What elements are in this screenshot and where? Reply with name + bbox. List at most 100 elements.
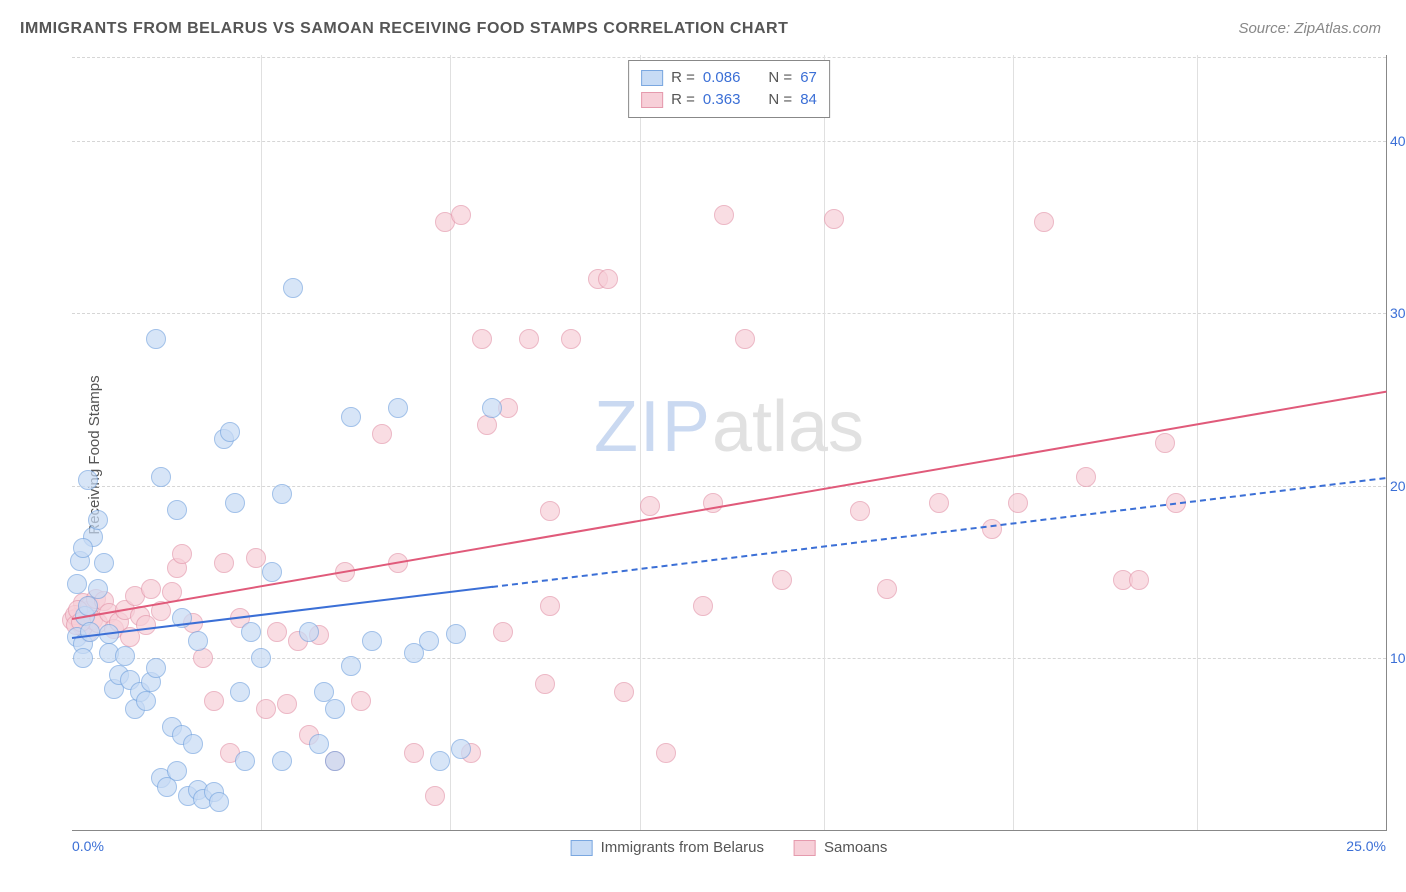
x-tick-label: 25.0% (1346, 838, 1386, 854)
legend-r-value: 0.086 (703, 67, 741, 89)
scatter-point (482, 398, 502, 418)
scatter-point (151, 467, 171, 487)
scatter-point (693, 596, 713, 616)
scatter-point (277, 694, 297, 714)
scatter-point (235, 751, 255, 771)
scatter-point (451, 739, 471, 759)
grid-line-h (72, 486, 1386, 487)
scatter-point (493, 622, 513, 642)
scatter-point (929, 493, 949, 513)
scatter-point (419, 631, 439, 651)
legend-top-row: R = 0.363 N = 84 (641, 89, 817, 111)
scatter-point (241, 622, 261, 642)
scatter-point (477, 415, 497, 435)
scatter-point (561, 329, 581, 349)
scatter-point (614, 682, 634, 702)
scatter-point (172, 544, 192, 564)
scatter-point (325, 751, 345, 771)
scatter-point (1076, 467, 1096, 487)
regression-line (72, 391, 1386, 620)
scatter-point (80, 622, 100, 642)
legend-n-label: N = (768, 67, 792, 89)
scatter-point (982, 519, 1002, 539)
scatter-point (540, 501, 560, 521)
scatter-point (209, 792, 229, 812)
scatter-point (735, 329, 755, 349)
scatter-point (341, 407, 361, 427)
scatter-point (262, 562, 282, 582)
grid-line-v (1197, 55, 1198, 830)
legend-top: R = 0.086 N = 67R = 0.363 N = 84 (628, 60, 830, 118)
scatter-point (146, 658, 166, 678)
scatter-point (88, 510, 108, 530)
legend-series-label: Immigrants from Belarus (601, 839, 764, 856)
y-tick-label: 20.0% (1390, 478, 1406, 494)
legend-r-value: 0.363 (703, 89, 741, 111)
y-tick-label: 10.0% (1390, 650, 1406, 666)
scatter-point (78, 470, 98, 490)
scatter-point (272, 751, 292, 771)
chart-source: Source: ZipAtlas.com (1238, 20, 1381, 37)
scatter-point (1008, 493, 1028, 513)
legend-bottom-item: Immigrants from Belarus (571, 839, 764, 856)
scatter-point (188, 631, 208, 651)
scatter-point (267, 622, 287, 642)
grid-line-v (640, 55, 641, 830)
legend-n-value: 84 (800, 89, 817, 111)
scatter-point (193, 648, 213, 668)
scatter-point (656, 743, 676, 763)
legend-bottom-item: Samoans (794, 839, 887, 856)
scatter-point (325, 699, 345, 719)
scatter-point (283, 278, 303, 298)
scatter-point (404, 743, 424, 763)
scatter-point (204, 691, 224, 711)
scatter-point (519, 329, 539, 349)
scatter-point (167, 761, 187, 781)
scatter-point (183, 734, 203, 754)
scatter-point (146, 329, 166, 349)
legend-r-label: R = (671, 89, 695, 111)
scatter-point (73, 648, 93, 668)
scatter-point (115, 646, 135, 666)
scatter-point (451, 205, 471, 225)
legend-n-value: 67 (800, 67, 817, 89)
grid-line-h (72, 313, 1386, 314)
plot-region: ZIPatlas R =0.086N =67R =0.363N =84 Immi… (72, 55, 1387, 831)
scatter-point (425, 786, 445, 806)
scatter-point (251, 648, 271, 668)
scatter-point (540, 596, 560, 616)
scatter-point (73, 538, 93, 558)
scatter-point (225, 493, 245, 513)
grid-line-h (72, 57, 1386, 58)
scatter-point (362, 631, 382, 651)
chart-area: Receiving Food Stamps ZIPatlas R =0.086N… (50, 55, 1386, 855)
legend-swatch (794, 840, 816, 856)
legend-swatch (571, 840, 593, 856)
grid-line-h (72, 141, 1386, 142)
scatter-point (167, 500, 187, 520)
scatter-point (472, 329, 492, 349)
scatter-point (640, 496, 660, 516)
legend-swatch (641, 92, 663, 108)
scatter-point (299, 622, 319, 642)
scatter-point (598, 269, 618, 289)
grid-line-v (1013, 55, 1014, 830)
scatter-point (67, 574, 87, 594)
grid-line-v (450, 55, 451, 830)
scatter-point (214, 553, 234, 573)
scatter-point (136, 615, 156, 635)
grid-line-v (824, 55, 825, 830)
legend-swatch (641, 70, 663, 86)
scatter-point (1129, 570, 1149, 590)
legend-top-row: R =0.086N =67 (641, 67, 817, 89)
scatter-point (430, 751, 450, 771)
scatter-point (772, 570, 792, 590)
legend-n-label: N = (768, 89, 792, 111)
scatter-point (535, 674, 555, 694)
scatter-point (94, 553, 114, 573)
scatter-point (877, 579, 897, 599)
x-tick-label: 0.0% (72, 838, 104, 854)
legend-series-label: Samoans (824, 839, 887, 856)
scatter-point (341, 656, 361, 676)
legend-bottom: Immigrants from Belarus Samoans (571, 839, 888, 856)
